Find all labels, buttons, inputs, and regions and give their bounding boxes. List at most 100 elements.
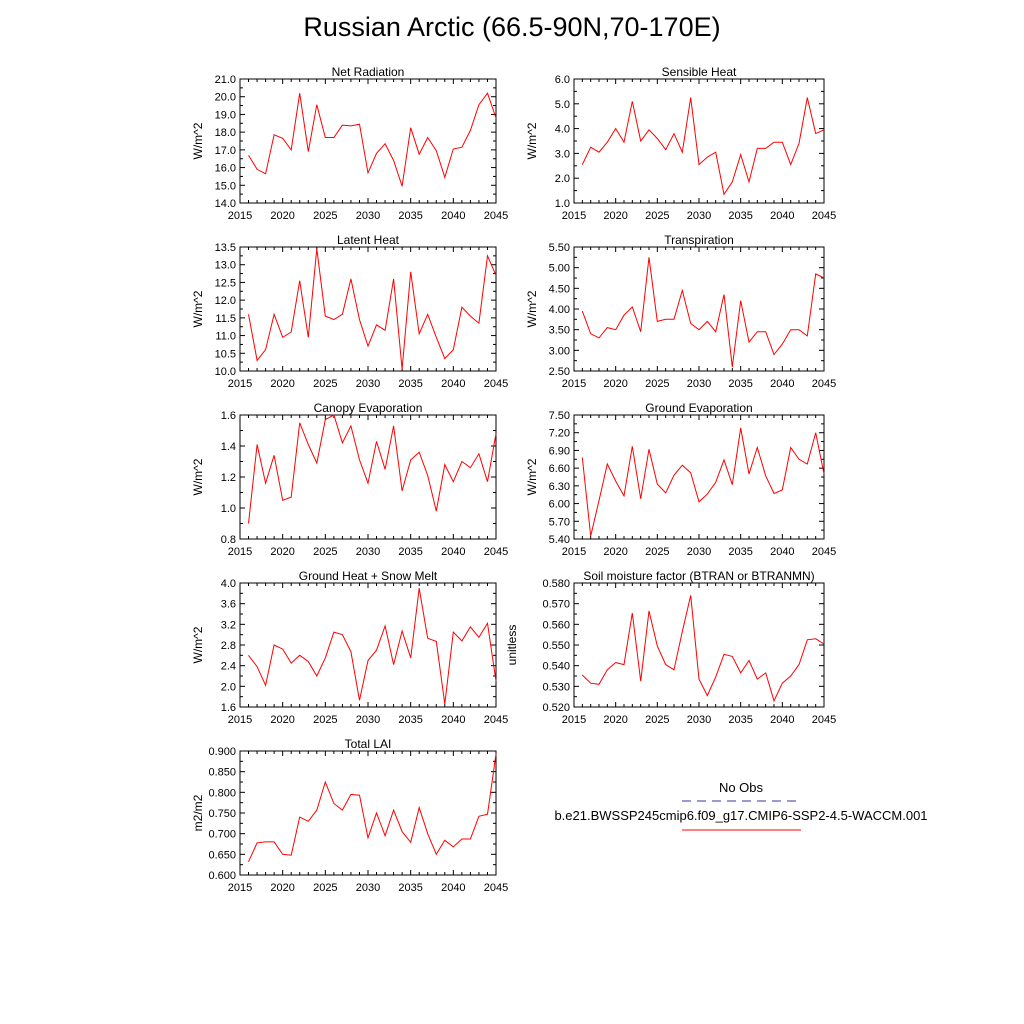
x-tick-label: 2035: [728, 714, 752, 726]
x-tick-label: 2015: [228, 546, 252, 558]
x-tick-label: 2025: [313, 714, 337, 726]
y-tick-label: 20.0: [215, 92, 236, 104]
y-tick-label: 0.560: [542, 619, 570, 631]
x-tick-label: 2020: [603, 378, 627, 390]
y-tick-label: 6.90: [549, 445, 570, 457]
x-tick-label: 2040: [770, 210, 794, 222]
y-axis-label: W/m^2: [191, 458, 205, 495]
y-tick-label: 0.650: [208, 849, 236, 861]
y-tick-label: 0.750: [208, 808, 236, 820]
y-axis-label: unitless: [505, 625, 519, 666]
x-tick-label: 2030: [356, 378, 380, 390]
y-tick-label: 0.8: [221, 534, 236, 546]
y-tick-label: 1.6: [221, 702, 236, 714]
x-tick-label: 2020: [270, 882, 294, 894]
series-line: [248, 588, 497, 704]
chart-panel: Sensible Heat 2015 2020 2025 2030 2035 2040 204…: [525, 65, 836, 222]
y-tick-label: 2.4: [221, 661, 236, 673]
x-tick-label: 2035: [398, 882, 422, 894]
page-title: Russian Arctic (66.5-90N,70-170E): [303, 12, 721, 42]
x-tick-label: 2015: [228, 378, 252, 390]
y-tick-label: 5.40: [549, 534, 570, 546]
y-tick-label: 4.0: [221, 578, 236, 590]
chart-panel: Soil moisture factor (BTRAN or BTRANMN) 2…: [505, 569, 836, 726]
plot-frame: [239, 246, 497, 372]
x-tick-label: 2045: [484, 882, 508, 894]
y-tick-label: 0.580: [542, 578, 570, 590]
y-axis-label: W/m^2: [191, 122, 205, 159]
x-tick-label: 2020: [270, 210, 294, 222]
y-tick-label: 14.0: [215, 198, 236, 210]
x-tick-label: 2035: [398, 210, 422, 222]
series-line: [581, 97, 825, 196]
y-tick-label: 16.0: [215, 163, 236, 175]
series-line: [248, 414, 497, 524]
panel-title: Sensible Heat: [662, 65, 737, 79]
x-tick-label: 2035: [728, 210, 752, 222]
y-tick-label: 19.0: [215, 109, 236, 121]
y-tick-label: 0.530: [542, 681, 570, 693]
y-tick-label: 3.0: [555, 148, 570, 160]
x-tick-label: 2035: [398, 378, 422, 390]
chart-panel: Total LAI 2015 2020 2025 2030 2035 2040 2045 0.6…: [191, 737, 508, 894]
x-tick-label: 2025: [313, 882, 337, 894]
plot-frame: [573, 414, 825, 540]
y-tick-label: 10.0: [215, 366, 236, 378]
x-tick-label: 2030: [687, 546, 711, 558]
x-tick-label: 2030: [356, 714, 380, 726]
x-tick-label: 2040: [441, 546, 465, 558]
x-tick-label: 2020: [270, 714, 294, 726]
y-tick-label: 7.50: [549, 410, 570, 422]
panel-title: Transpiration: [664, 233, 734, 247]
x-tick-label: 2045: [812, 546, 836, 558]
panel-title: Net Radiation: [332, 65, 405, 79]
y-tick-label: 3.00: [549, 345, 570, 357]
x-tick-label: 2040: [770, 546, 794, 558]
y-tick-label: 6.60: [549, 463, 570, 475]
y-tick-label: 18.0: [215, 127, 236, 139]
y-tick-label: 6.0: [555, 74, 570, 86]
y-tick-label: 17.0: [215, 145, 236, 157]
panel-title: Ground Heat + Snow Melt: [299, 569, 438, 583]
y-tick-label: 11.0: [215, 331, 236, 343]
y-axis-label: W/m^2: [525, 290, 539, 327]
x-tick-label: 2030: [356, 546, 380, 558]
y-tick-label: 11.5: [215, 313, 236, 325]
x-tick-label: 2015: [562, 210, 586, 222]
y-axis-label: W/m^2: [191, 290, 205, 327]
y-axis-label: W/m^2: [525, 122, 539, 159]
y-tick-label: 1.6: [221, 410, 236, 422]
y-tick-label: 2.50: [549, 366, 570, 378]
x-tick-label: 2020: [270, 546, 294, 558]
y-tick-label: 10.5: [215, 348, 236, 360]
y-tick-label: 12.0: [215, 295, 236, 307]
y-tick-label: 0.520: [542, 702, 570, 714]
chart-panel: Canopy Evaporation 2015 2020 2025 2030 2035 20…: [191, 401, 508, 558]
x-tick-label: 2045: [812, 714, 836, 726]
y-tick-label: 2.0: [221, 681, 236, 693]
x-tick-label: 2030: [356, 882, 380, 894]
y-tick-label: 3.50: [549, 325, 570, 337]
y-tick-label: 21.0: [215, 74, 236, 86]
chart-panel: Latent Heat 2015 2020 2025 2030 2035 2040 2045 1…: [191, 233, 508, 390]
x-tick-label: 2020: [603, 210, 627, 222]
panel-title: Soil moisture factor (BTRAN or BTRANMN): [583, 569, 814, 583]
y-tick-label: 2.8: [221, 640, 236, 652]
x-tick-label: 2020: [270, 378, 294, 390]
x-tick-label: 2015: [228, 714, 252, 726]
y-tick-label: 1.0: [555, 198, 570, 210]
x-tick-label: 2045: [484, 378, 508, 390]
plot-frame: [573, 246, 825, 372]
y-tick-label: 6.30: [549, 481, 570, 493]
y-tick-label: 15.0: [215, 180, 236, 192]
x-tick-label: 2020: [603, 546, 627, 558]
x-tick-label: 2025: [313, 546, 337, 558]
x-tick-label: 2040: [770, 714, 794, 726]
series-line: [248, 248, 497, 370]
y-tick-label: 1.2: [221, 472, 236, 484]
x-tick-label: 2035: [728, 546, 752, 558]
chart-panel: Net Radiation 2015 2020 2025 2030 2035 2040 204…: [191, 65, 508, 222]
series-line: [581, 595, 825, 703]
